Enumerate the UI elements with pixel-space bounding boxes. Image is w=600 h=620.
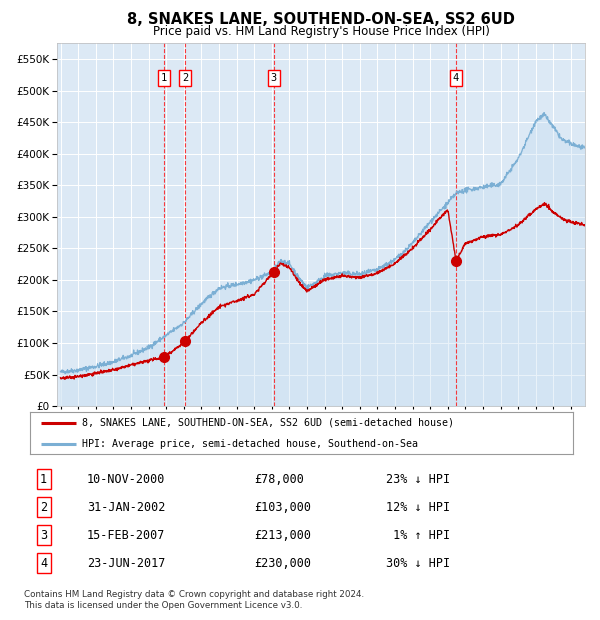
Text: 23-JUN-2017: 23-JUN-2017 — [87, 557, 165, 570]
Text: 12% ↓ HPI: 12% ↓ HPI — [386, 500, 451, 513]
Text: £213,000: £213,000 — [254, 529, 311, 541]
Text: 2: 2 — [182, 73, 188, 83]
Text: HPI: Average price, semi-detached house, Southend-on-Sea: HPI: Average price, semi-detached house,… — [82, 439, 418, 449]
Text: £103,000: £103,000 — [254, 500, 311, 513]
Text: Price paid vs. HM Land Registry's House Price Index (HPI): Price paid vs. HM Land Registry's House … — [152, 25, 490, 38]
Text: 10-NOV-2000: 10-NOV-2000 — [87, 472, 165, 485]
Text: 4: 4 — [453, 73, 459, 83]
Text: 8, SNAKES LANE, SOUTHEND-ON-SEA, SS2 6UD (semi-detached house): 8, SNAKES LANE, SOUTHEND-ON-SEA, SS2 6UD… — [82, 418, 454, 428]
Text: 3: 3 — [40, 529, 47, 541]
Text: 1% ↑ HPI: 1% ↑ HPI — [386, 529, 451, 541]
Text: 2: 2 — [40, 500, 47, 513]
Text: 3: 3 — [271, 73, 277, 83]
Text: 1: 1 — [40, 472, 47, 485]
Text: 30% ↓ HPI: 30% ↓ HPI — [386, 557, 451, 570]
Text: £230,000: £230,000 — [254, 557, 311, 570]
Text: Contains HM Land Registry data © Crown copyright and database right 2024.
This d: Contains HM Land Registry data © Crown c… — [24, 590, 364, 609]
Text: 15-FEB-2007: 15-FEB-2007 — [87, 529, 165, 541]
Text: 31-JAN-2002: 31-JAN-2002 — [87, 500, 165, 513]
Text: 1: 1 — [161, 73, 167, 83]
Text: 4: 4 — [40, 557, 47, 570]
Text: £78,000: £78,000 — [254, 472, 304, 485]
Text: 8, SNAKES LANE, SOUTHEND-ON-SEA, SS2 6UD: 8, SNAKES LANE, SOUTHEND-ON-SEA, SS2 6UD — [127, 12, 515, 27]
Text: 23% ↓ HPI: 23% ↓ HPI — [386, 472, 451, 485]
